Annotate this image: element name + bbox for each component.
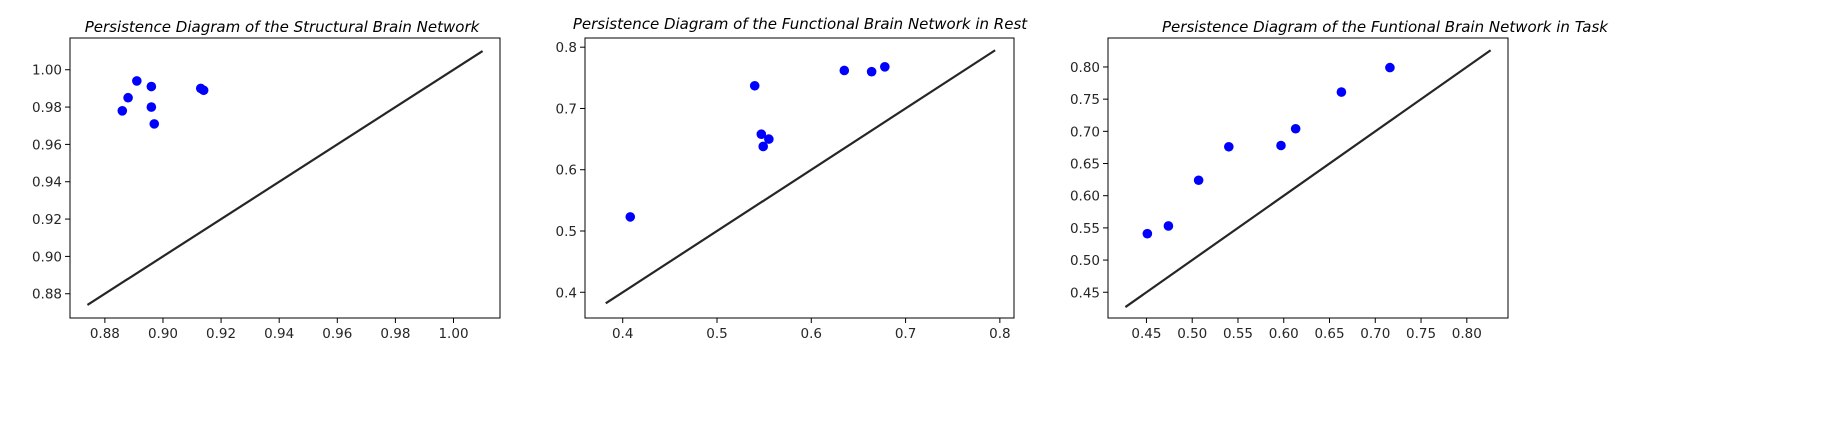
- data-point: [146, 81, 157, 92]
- y-tick-label: 0.65: [1070, 157, 1100, 173]
- y-tick-label: 0.50: [1070, 253, 1100, 269]
- functional-rest-network-chart: Persistence Diagram of the Functional Br…: [556, 15, 1029, 342]
- data-point: [1224, 141, 1234, 152]
- y-tick-label: 0.8: [556, 40, 577, 56]
- x-tick-label: 0.88: [90, 326, 120, 342]
- x-tick-label: 0.50: [1177, 326, 1207, 342]
- diagonal-line: [86, 50, 484, 306]
- data-point: [758, 141, 768, 152]
- y-tick-label: 0.4: [556, 285, 577, 301]
- data-point: [756, 129, 767, 139]
- data-point: [146, 102, 157, 112]
- x-tick-label: 0.65: [1314, 326, 1344, 342]
- data-point: [880, 61, 890, 72]
- y-tick-label: 0.55: [1070, 221, 1100, 237]
- structural-network-chart: Persistence Diagram of the Structural Br…: [32, 18, 501, 342]
- functional-task-network-chart: Persistence Diagram of the Funtional Bra…: [1070, 18, 1609, 342]
- chart-title: Persistence Diagram of the Funtional Bra…: [1162, 18, 1609, 36]
- x-tick-label: 0.60: [1269, 326, 1299, 342]
- y-tick-label: 0.94: [32, 175, 62, 191]
- x-tick-label: 0.80: [1452, 326, 1482, 342]
- axes-frame: [584, 37, 1015, 319]
- data-point: [1276, 140, 1286, 151]
- data-point: [149, 119, 160, 129]
- x-tick-label: 0.4: [612, 326, 633, 342]
- data-point: [132, 76, 142, 86]
- x-tick-label: 0.5: [706, 326, 727, 342]
- x-tick-label: 0.8: [989, 326, 1010, 342]
- y-tick-label: 0.90: [32, 249, 62, 265]
- y-tick-label: 0.7: [556, 101, 577, 117]
- y-tick-label: 0.80: [1070, 60, 1100, 76]
- y-tick-label: 0.98: [32, 100, 62, 116]
- axes-frame: [69, 37, 501, 319]
- data-point: [1142, 228, 1153, 239]
- data-point: [1336, 87, 1347, 97]
- chart-title: Persistence Diagram of the Structural Br…: [85, 18, 481, 36]
- data-point: [839, 65, 850, 76]
- x-tick-label: 0.45: [1131, 326, 1161, 342]
- data-point: [625, 212, 636, 222]
- x-tick-label: 0.94: [264, 326, 294, 342]
- x-tick-label: 0.6: [801, 326, 822, 342]
- x-tick-label: 0.7: [895, 326, 916, 342]
- y-tick-label: 1.00: [32, 63, 62, 79]
- data-point: [123, 92, 133, 103]
- axes-frame: [1107, 37, 1509, 319]
- data-point: [764, 134, 774, 144]
- data-point: [117, 106, 128, 116]
- diagonal-line: [605, 49, 996, 305]
- data-point: [1163, 221, 1174, 231]
- data-point: [1193, 175, 1204, 186]
- y-tick-label: 0.6: [556, 163, 577, 179]
- data-point: [1290, 123, 1301, 134]
- x-tick-label: 0.92: [206, 326, 236, 342]
- y-tick-label: 0.45: [1070, 285, 1100, 301]
- y-tick-label: 0.75: [1070, 92, 1100, 108]
- y-tick-label: 0.92: [32, 212, 62, 228]
- data-point: [749, 80, 760, 91]
- x-tick-label: 1.00: [438, 326, 468, 342]
- data-point: [866, 66, 877, 77]
- x-tick-label: 0.96: [322, 326, 352, 342]
- y-tick-label: 0.70: [1070, 124, 1100, 140]
- y-tick-label: 0.5: [556, 224, 577, 240]
- x-tick-label: 0.90: [148, 326, 178, 342]
- diagonal-line: [1124, 49, 1492, 308]
- y-tick-label: 0.60: [1070, 189, 1100, 205]
- x-tick-label: 0.98: [380, 326, 410, 342]
- y-tick-label: 0.88: [32, 287, 62, 303]
- data-point: [1385, 62, 1395, 73]
- chart-title: Persistence Diagram of the Functional Br…: [573, 15, 1028, 33]
- x-tick-label: 0.55: [1223, 326, 1253, 342]
- y-tick-label: 0.96: [32, 137, 62, 153]
- x-tick-label: 0.70: [1360, 326, 1390, 342]
- data-point: [198, 85, 209, 96]
- x-tick-label: 0.75: [1406, 326, 1436, 342]
